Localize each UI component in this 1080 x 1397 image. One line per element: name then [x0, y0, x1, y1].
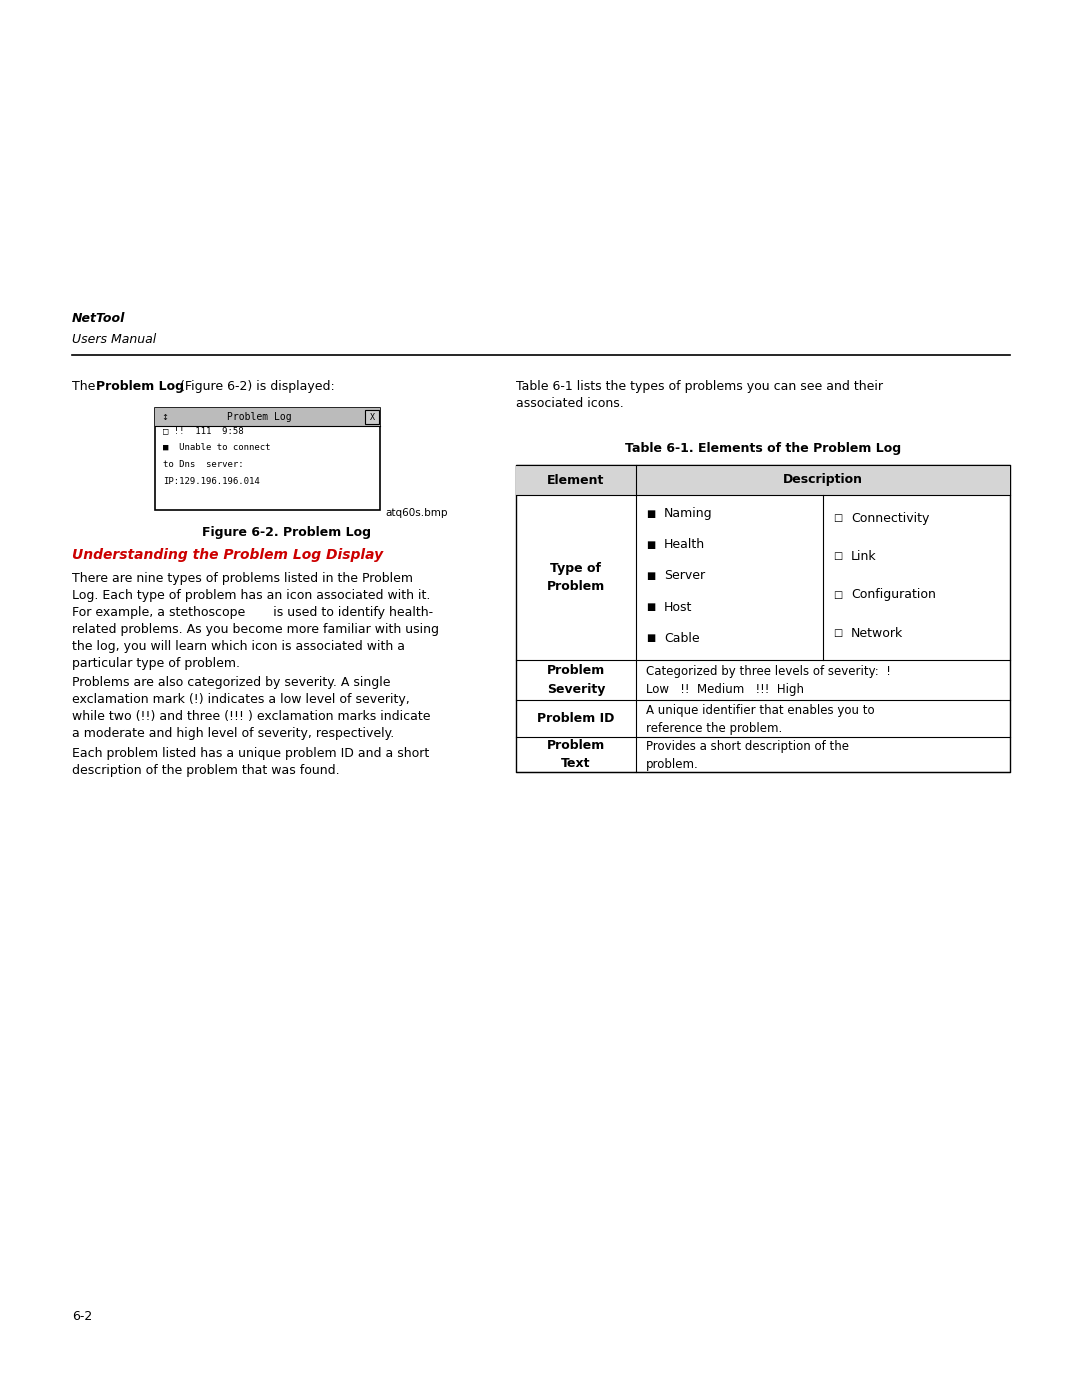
- Text: Server: Server: [664, 570, 705, 583]
- Text: IP:129.196.196.014: IP:129.196.196.014: [163, 476, 260, 486]
- Text: Cable: Cable: [664, 631, 700, 644]
- Text: □: □: [833, 552, 842, 562]
- Text: ■: ■: [646, 633, 656, 643]
- Text: The: The: [72, 380, 99, 393]
- Text: Users Manual: Users Manual: [72, 332, 157, 346]
- Text: Description: Description: [783, 474, 863, 486]
- Text: Problem
Severity: Problem Severity: [546, 665, 605, 696]
- Text: associated icons.: associated icons.: [516, 397, 624, 409]
- Text: the log, you will learn which icon is associated with a: the log, you will learn which icon is as…: [72, 640, 405, 652]
- Text: For example, a stethoscope       is used to identify health-: For example, a stethoscope is used to id…: [72, 606, 433, 619]
- Text: ■  Unable to connect: ■ Unable to connect: [163, 443, 270, 453]
- Text: Understanding the Problem Log Display: Understanding the Problem Log Display: [72, 548, 383, 562]
- Text: Configuration: Configuration: [851, 588, 936, 601]
- Text: Low   !!  Medium   !!!  High: Low !! Medium !!! High: [646, 683, 804, 697]
- Text: Figure 6-2. Problem Log: Figure 6-2. Problem Log: [202, 527, 370, 539]
- Bar: [156, 408, 380, 426]
- Text: Problem ID: Problem ID: [538, 712, 615, 725]
- Bar: [516, 465, 1010, 773]
- Text: Provides a short description of the: Provides a short description of the: [646, 740, 849, 753]
- Text: X: X: [369, 412, 375, 422]
- Text: Link: Link: [851, 550, 877, 563]
- Text: while two (!!) and three (!!! ) exclamation marks indicate: while two (!!) and three (!!! ) exclamat…: [72, 710, 431, 724]
- Text: Table 6-1. Elements of the Problem Log: Table 6-1. Elements of the Problem Log: [625, 441, 901, 455]
- Text: ■: ■: [646, 509, 656, 518]
- Text: Problem Log: Problem Log: [227, 412, 292, 422]
- Text: particular type of problem.: particular type of problem.: [72, 657, 240, 671]
- Text: NetTool: NetTool: [72, 312, 125, 326]
- Text: Problem
Text: Problem Text: [546, 739, 605, 770]
- Text: Table 6-1 lists the types of problems you can see and their: Table 6-1 lists the types of problems yo…: [516, 380, 883, 393]
- Text: Each problem listed has a unique problem ID and a short: Each problem listed has a unique problem…: [72, 747, 429, 760]
- Text: description of the problem that was found.: description of the problem that was foun…: [72, 764, 339, 777]
- Bar: [156, 408, 380, 510]
- Text: Health: Health: [664, 538, 705, 552]
- Text: related problems. As you become more familiar with using: related problems. As you become more fam…: [72, 623, 438, 636]
- Bar: [516, 465, 1010, 495]
- Text: to Dns  server:: to Dns server:: [163, 460, 244, 469]
- Text: Log. Each type of problem has an icon associated with it.: Log. Each type of problem has an icon as…: [72, 590, 430, 602]
- Text: Element: Element: [548, 474, 605, 486]
- Text: exclamation mark (!) indicates a low level of severity,: exclamation mark (!) indicates a low lev…: [72, 693, 409, 705]
- Text: Network: Network: [851, 627, 903, 640]
- Text: ■: ■: [646, 602, 656, 612]
- Text: □ !!  111  9:58: □ !! 111 9:58: [163, 426, 244, 434]
- Text: atq60s.bmp: atq60s.bmp: [384, 509, 447, 518]
- Text: Problem Log: Problem Log: [96, 380, 184, 393]
- Text: Problems are also categorized by severity. A single: Problems are also categorized by severit…: [72, 676, 391, 689]
- Text: ■: ■: [646, 539, 656, 550]
- Text: □: □: [833, 513, 842, 522]
- Text: Connectivity: Connectivity: [851, 511, 930, 524]
- Text: Categorized by three levels of severity:  !: Categorized by three levels of severity:…: [646, 665, 891, 679]
- Text: 6-2: 6-2: [72, 1310, 92, 1323]
- Text: ↕: ↕: [161, 412, 168, 422]
- Text: a moderate and high level of severity, respectively.: a moderate and high level of severity, r…: [72, 726, 394, 740]
- Text: □: □: [833, 590, 842, 599]
- Text: ■: ■: [646, 571, 656, 581]
- Text: □: □: [833, 629, 842, 638]
- Text: Type of
Problem: Type of Problem: [546, 562, 605, 592]
- Text: (Figure 6-2) is displayed:: (Figure 6-2) is displayed:: [176, 380, 335, 393]
- Text: Naming: Naming: [664, 507, 713, 520]
- Text: There are nine types of problems listed in the Problem: There are nine types of problems listed …: [72, 571, 413, 585]
- Text: reference the problem.: reference the problem.: [646, 722, 782, 735]
- Text: A unique identifier that enables you to: A unique identifier that enables you to: [646, 704, 875, 717]
- Text: Host: Host: [664, 601, 692, 613]
- Bar: [365, 409, 379, 425]
- Text: problem.: problem.: [646, 759, 699, 771]
